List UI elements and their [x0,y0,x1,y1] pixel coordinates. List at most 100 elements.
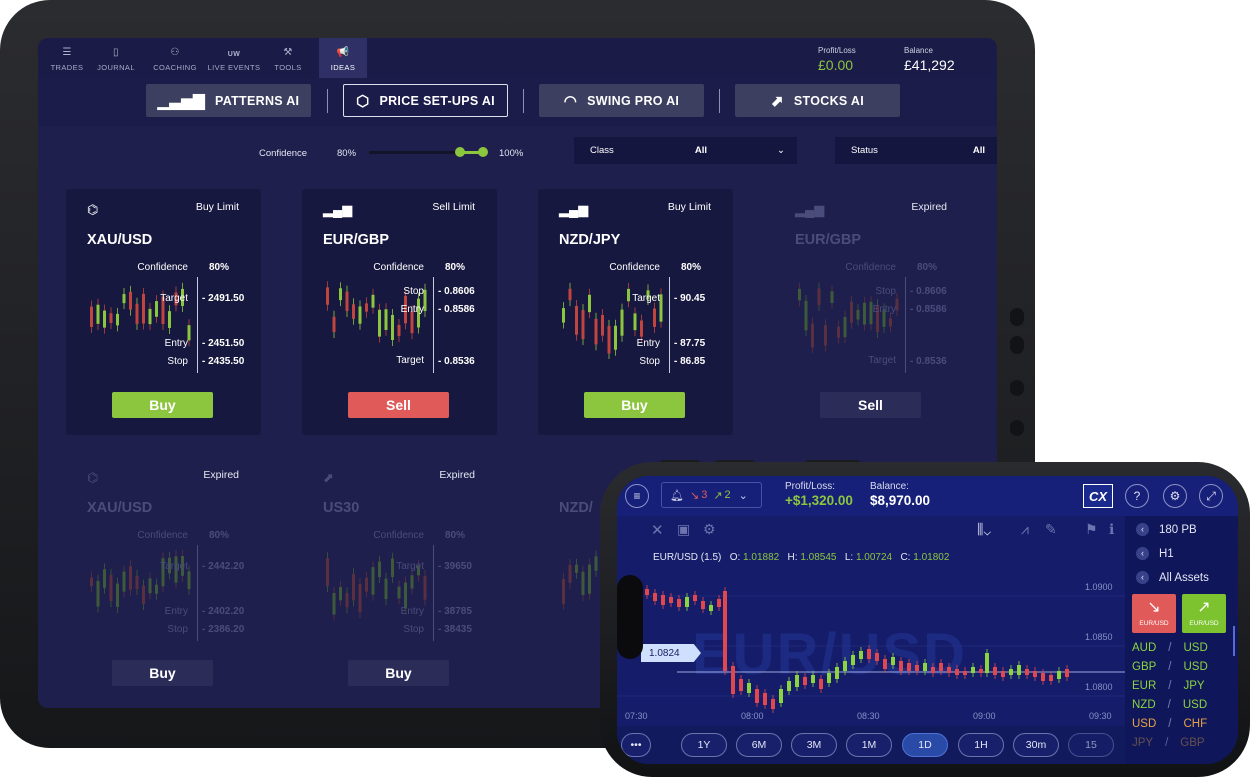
status-select[interactable]: Status All [835,137,997,164]
candle-body [798,288,801,301]
confidence-label: Confidence [373,530,424,541]
price-axis [197,277,198,373]
idea-card[interactable]: ⌬ Buy Limit XAU/USD Confidence 80% Targe… [66,189,261,435]
asset-row[interactable]: GBP / USD [1132,661,1208,673]
sell-button[interactable]: ↘ EUR/USD [1132,594,1176,633]
candle-body [103,310,106,328]
timeframe-1d[interactable]: 1D [902,733,948,757]
tab-swing-pro-ai[interactable]: ◠ SWING PRO AI [539,84,704,117]
timeframe-3m[interactable]: 3M [791,733,837,757]
slider-handle-max[interactable] [478,147,488,157]
candle-body [763,693,767,705]
candle-body [915,665,919,671]
idea-card[interactable]: ▂▄▆ Buy Limit NZD/JPY Confidence 80% Tar… [538,189,733,435]
flag-icon[interactable]: ⚑ [1085,521,1098,537]
divider [719,89,720,113]
sell-button[interactable]: Sell [820,392,921,418]
settings-icon[interactable]: ⚙ [703,521,716,537]
asset-row[interactable]: EUR / JPY [1132,680,1205,692]
save-icon[interactable]: ▣ [677,521,691,537]
sell-button[interactable]: Sell [348,392,449,418]
buy-button[interactable]: Buy [112,660,213,686]
idea-card-expired[interactable]: ▂▄▆ Expired EUR/GBP Confidence 80% Stop … [774,189,969,435]
candle-body [601,315,604,336]
asset-row[interactable]: AUD / USD [1132,642,1208,654]
mini-chart [798,282,899,354]
pair-name: EUR/GBP [323,232,390,248]
arrow-hexagon-icon: ⬡ [356,92,370,110]
candle-body [161,558,165,587]
candle-body [923,663,927,671]
tab-patterns-ai[interactable]: ▁▃▅▇ PATTERNS AI [146,84,311,117]
more-button[interactable]: ••• [621,733,651,757]
slider-handle-min[interactable] [455,147,465,157]
tab-price-setups-ai[interactable]: ⬡ PRICE SET-UPS AI [343,84,508,117]
candle-body [358,583,362,613]
buy-button[interactable]: Buy [112,392,213,418]
class-select[interactable]: Class All ⌄ [574,137,797,164]
chevron-left-icon: ‹ [1136,571,1149,584]
pair-name: NZD/ [559,500,593,516]
x-tick: 07:30 [625,711,648,721]
candle-body [588,294,591,313]
idea-card-expired[interactable]: ⬈ Expired US30 Confidence 80% Target - 3… [302,457,497,703]
cx-logo[interactable]: CX [1083,484,1113,508]
tablet-side-button [1010,336,1024,354]
gear-icon[interactable]: ⚙ [1163,484,1187,508]
indicators-icon[interactable]: ⩘ [1021,521,1029,537]
side-item[interactable]: ‹ 180 PB [1136,523,1197,536]
level-value: - 90.45 [674,293,706,304]
idea-card-expired[interactable]: ⌬ Expired XAU/USD Confidence 80% Target … [66,457,261,703]
asset-row[interactable]: NZD / USD [1132,699,1208,711]
idea-card[interactable]: ▂▄▆ Sell Limit EUR/GBP Confidence 80% St… [302,189,497,435]
top-nav: ☰ TRADES ▯ JOURNAL ⚇ COACHING UW LIVE EV… [38,38,997,78]
nav-trades[interactable]: ☰ TRADES [50,47,84,72]
candle-body [677,599,681,607]
confidence-value: 80% [209,262,230,273]
candle-body [168,557,171,574]
asset-row[interactable]: JPY / GBP [1132,737,1205,749]
candle-body [581,310,585,340]
menu-icon[interactable]: ≡ [625,484,649,508]
level-value: - 86.85 [674,356,706,367]
alerts-dropdown[interactable]: 🔔︎ ↘ 3 ↗ 2 ⌄ [661,482,762,508]
candles-icon[interactable]: ⫼⌄ [977,521,991,537]
help-icon[interactable]: ? [1125,484,1149,508]
candle-body [397,586,401,599]
timeframe-1m[interactable]: 1M [846,733,892,757]
price-chart[interactable]: EUR/USD ✕ ▣ ⚙ ⫼⌄ ⩘ ✎ ⚑ ℹ EUR/USD (1.5) O… [617,516,1125,726]
chevron-down-icon: ⌄ [777,145,785,156]
buy-button[interactable]: Buy [584,392,685,418]
tab-stocks-ai[interactable]: ⬈ STOCKS AI [735,84,900,117]
close-icon[interactable]: ✕ [651,522,664,539]
asset-row[interactable]: USD / CHF [1132,718,1208,730]
candle-body [417,298,420,328]
info-icon[interactable]: ℹ [1109,521,1115,537]
nav-ideas[interactable]: 📢 IDEAS [319,38,367,78]
confidence-value: 80% [681,262,702,273]
pencil-icon[interactable]: ✎ [1045,521,1057,537]
level-label: Stop [403,624,424,635]
nav-coaching[interactable]: ⚇ COACHING [153,47,197,72]
confidence-slider-track[interactable] [369,151,487,154]
candle-body [352,574,355,601]
side-item[interactable]: ‹ H1 [1136,547,1174,560]
timeframe-15[interactable]: 15 [1068,733,1114,757]
price-axis [433,545,434,641]
timeframe-1y[interactable]: 1Y [681,733,727,757]
nav-tools[interactable]: ⚒ TOOLS [274,47,302,72]
mini-chart [562,282,663,359]
scrollbar[interactable] [1233,626,1235,656]
fullscreen-icon[interactable]: ⤢ [1199,484,1223,508]
buy-button[interactable]: Buy [348,660,449,686]
side-item[interactable]: ‹ All Assets [1136,571,1209,584]
nav-journal[interactable]: ▯ JOURNAL [97,47,135,72]
level-value: - 2402.20 [202,606,245,617]
nav-live-events[interactable]: UW LIVE EVENTS [207,51,261,72]
level-label: Entry [164,338,188,349]
candle-body [581,571,585,596]
timeframe-6m[interactable]: 6M [736,733,782,757]
buy-button[interactable]: ↗ EUR/USD [1182,594,1226,633]
timeframe-30m[interactable]: 30m [1013,733,1059,757]
timeframe-1h[interactable]: 1H [958,733,1004,757]
